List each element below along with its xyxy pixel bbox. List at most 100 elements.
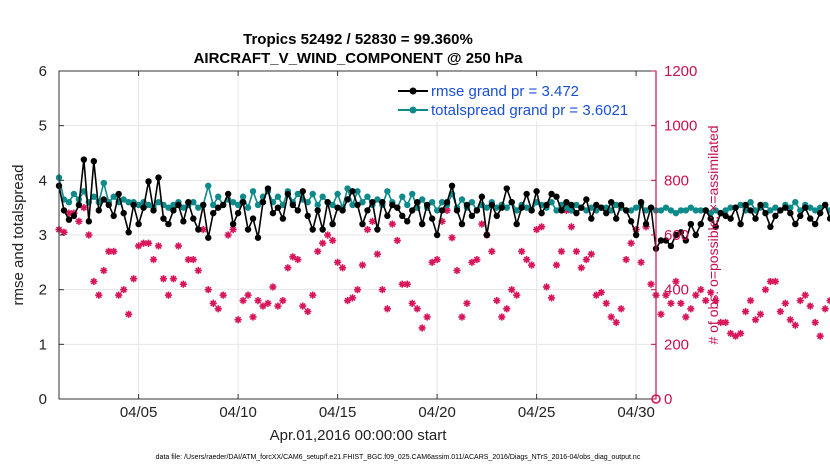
rmse-point <box>249 215 257 222</box>
obs-point <box>816 332 824 340</box>
y-left-tick-label: 2 <box>39 282 47 299</box>
rmse-point <box>593 201 600 209</box>
spread-point <box>244 204 252 211</box>
spread-point <box>195 204 202 211</box>
obs-stroke <box>777 308 784 315</box>
rmse-point <box>603 209 610 217</box>
obs-point <box>194 266 202 275</box>
rmse-point <box>219 201 227 209</box>
obs-point <box>408 299 416 307</box>
obs-point <box>249 313 257 321</box>
rmse-point <box>210 209 217 217</box>
obs-stroke <box>354 286 361 293</box>
obs-point <box>523 256 531 264</box>
rmse-point <box>339 207 346 214</box>
spread-point <box>319 193 326 200</box>
obs-stroke <box>712 297 719 304</box>
obs-point <box>826 297 830 305</box>
obs-point <box>130 275 138 283</box>
obs-stroke <box>424 313 431 321</box>
rmse-point <box>463 201 471 209</box>
obs-stroke <box>727 330 734 337</box>
obs-point <box>338 264 347 272</box>
rmse-point <box>264 185 272 192</box>
rmse-point <box>453 207 461 214</box>
obs-stroke <box>254 297 262 304</box>
rmse-point <box>772 212 779 220</box>
rmse-point <box>150 207 157 214</box>
obs-stroke <box>150 256 157 263</box>
obs-stroke <box>274 302 281 310</box>
obs-point <box>135 242 143 250</box>
obs-stroke <box>677 300 684 307</box>
obs-point <box>189 256 197 264</box>
obs-stroke <box>344 297 351 304</box>
obs-stroke <box>822 305 829 312</box>
y-left-tick-label: 3 <box>39 227 47 244</box>
rmse-series <box>55 156 830 252</box>
spread-point <box>155 199 162 206</box>
obs-stroke <box>493 297 500 304</box>
obs-stroke <box>752 316 759 323</box>
rmse-point <box>717 209 724 217</box>
obs-point <box>811 318 819 327</box>
spread-point <box>727 204 734 211</box>
obs-stroke <box>394 237 401 244</box>
rmse-point <box>767 223 774 230</box>
obs-point <box>781 299 789 307</box>
spread-point <box>314 201 321 209</box>
obs-point <box>75 217 83 225</box>
obs-stroke <box>548 294 555 301</box>
obs-point <box>493 297 501 305</box>
spread-point <box>787 204 794 211</box>
rmse-point <box>826 215 830 222</box>
obs-stroke <box>637 259 645 266</box>
spread-point <box>583 207 590 214</box>
rmse-point <box>433 231 441 239</box>
y-left-tick-label: 6 <box>39 63 47 80</box>
obs-point <box>592 291 600 299</box>
obs-point <box>533 225 541 234</box>
obs-stroke <box>702 297 709 304</box>
obs-point <box>577 264 585 272</box>
spread-point <box>613 201 620 209</box>
rmse-point <box>498 204 505 211</box>
obs-stroke <box>110 248 117 255</box>
rmse-point <box>533 188 540 195</box>
obs-point <box>468 258 476 266</box>
obs-point <box>304 307 312 316</box>
obs-point <box>528 261 536 269</box>
spread-point <box>349 201 356 209</box>
spread-point <box>627 207 635 214</box>
spread-point <box>364 193 371 200</box>
obs-stroke <box>722 319 729 326</box>
obs-point <box>164 291 173 299</box>
obs-stroke <box>667 300 675 307</box>
obs-stroke <box>488 248 495 255</box>
rmse-point <box>687 220 695 228</box>
obs-stroke <box>692 292 699 299</box>
obs-stroke <box>657 311 665 318</box>
rmse-point <box>115 190 122 198</box>
obs-stroke <box>155 242 162 250</box>
obs-stroke <box>145 240 152 247</box>
obs-stroke <box>443 207 451 214</box>
obs-stroke <box>538 223 545 230</box>
spread-point <box>80 188 88 195</box>
obs-stroke <box>742 308 749 315</box>
x-tick-label: 04/30 <box>617 404 655 421</box>
obs-stroke <box>518 248 525 255</box>
rmse-point <box>667 242 675 250</box>
legend-spread-label: totalspread grand pr = 3.6021 <box>431 102 628 119</box>
obs-stroke <box>498 313 505 321</box>
rmse-point <box>677 229 685 236</box>
obs-stroke <box>628 240 635 247</box>
rmse-point <box>797 212 804 220</box>
obs-stroke <box>623 256 630 263</box>
spread-point <box>135 201 142 209</box>
rmse-point <box>100 196 107 203</box>
spread-point <box>404 201 411 209</box>
obs-point <box>542 283 551 291</box>
obs-stroke <box>269 283 277 291</box>
